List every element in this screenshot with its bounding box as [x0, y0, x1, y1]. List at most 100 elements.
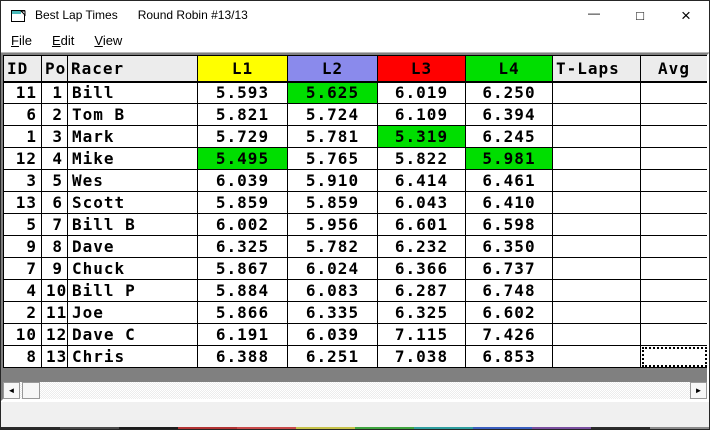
grid-cell-pos[interactable]: 8 [41, 235, 68, 258]
grid-cell-l1[interactable]: 5.821 [197, 103, 288, 126]
grid-cell-l2[interactable]: 5.765 [287, 147, 378, 170]
grid-cell-pos[interactable]: 3 [41, 125, 68, 148]
grid-cell-l2[interactable]: 6.024 [287, 257, 378, 280]
grid-cell-tlaps[interactable] [552, 235, 641, 258]
grid-cell-racer[interactable]: Chuck [67, 257, 198, 280]
grid-cell-l3[interactable]: 6.043 [377, 191, 466, 214]
grid-cell-l1[interactable]: 5.729 [197, 125, 288, 148]
grid-cell-l2[interactable]: 5.781 [287, 125, 378, 148]
grid-cell-racer[interactable]: Scott [67, 191, 198, 214]
grid-cell-l2[interactable]: 5.956 [287, 213, 378, 236]
grid-cell-avg[interactable] [640, 257, 707, 280]
grid-cell-racer[interactable]: Mike [67, 147, 198, 170]
scroll-right-icon[interactable]: ► [690, 382, 707, 399]
grid-cell-l1[interactable]: 5.884 [197, 279, 288, 302]
grid-cell-l3[interactable]: 7.038 [377, 345, 466, 368]
grid-cell-pos[interactable]: 7 [41, 213, 68, 236]
scroll-left-icon[interactable]: ◄ [3, 382, 20, 399]
grid-cell-avg[interactable] [640, 125, 707, 148]
grid-cell-pos[interactable]: 11 [41, 301, 68, 324]
grid-cell-racer[interactable]: Wes [67, 169, 198, 192]
grid-cell-l4[interactable]: 5.981 [465, 147, 553, 170]
grid-cell-l3[interactable]: 6.366 [377, 257, 466, 280]
column-header-l1[interactable]: L1 [197, 55, 288, 83]
grid-cell-pos[interactable]: 12 [41, 323, 68, 346]
menu-view[interactable]: View [94, 33, 123, 48]
grid-cell-l4[interactable]: 6.461 [465, 169, 553, 192]
grid-cell-pos[interactable]: 6 [41, 191, 68, 214]
grid-cell-racer[interactable]: Mark [67, 125, 198, 148]
grid-cell-l2[interactable]: 6.335 [287, 301, 378, 324]
grid-cell-id[interactable]: 6 [3, 103, 42, 126]
maximize-button[interactable]: □ [636, 7, 644, 23]
grid-cell-tlaps[interactable] [552, 323, 641, 346]
grid-cell-pos[interactable]: 10 [41, 279, 68, 302]
grid-cell-l2[interactable]: 6.251 [287, 345, 378, 368]
grid-cell-avg[interactable] [640, 323, 707, 346]
menu-edit[interactable]: Edit [51, 33, 75, 48]
grid-cell-avg[interactable] [640, 191, 707, 214]
grid-cell-racer[interactable]: Bill [67, 81, 198, 104]
grid-cell-racer[interactable]: Bill P [67, 279, 198, 302]
grid-cell-id[interactable]: 7 [3, 257, 42, 280]
grid-cell-id[interactable]: 4 [3, 279, 42, 302]
grid-cell-avg[interactable] [640, 279, 707, 302]
grid-cell-id[interactable]: 9 [3, 235, 42, 258]
grid-cell-l3[interactable]: 5.822 [377, 147, 466, 170]
grid-cell-avg[interactable] [640, 301, 707, 324]
grid-cell-id[interactable]: 10 [3, 323, 42, 346]
app-window-icon[interactable] [10, 7, 27, 23]
grid-cell-id[interactable]: 3 [3, 169, 42, 192]
grid-cell-l4[interactable]: 6.350 [465, 235, 553, 258]
grid-cell-l2[interactable]: 5.724 [287, 103, 378, 126]
grid-cell-tlaps[interactable] [552, 257, 641, 280]
grid-cell-tlaps[interactable] [552, 345, 641, 368]
grid-cell-avg[interactable] [640, 81, 707, 104]
grid-cell-avg[interactable] [640, 103, 707, 126]
grid-cell-tlaps[interactable] [552, 147, 641, 170]
grid-cell-tlaps[interactable] [552, 279, 641, 302]
grid-cell-racer[interactable]: Joe [67, 301, 198, 324]
column-header-l4[interactable]: L4 [465, 55, 553, 83]
grid-cell-l4[interactable]: 6.250 [465, 81, 553, 104]
grid-cell-l2[interactable]: 5.625 [287, 81, 378, 104]
scrollbar-track[interactable] [40, 382, 690, 399]
grid-cell-l4[interactable]: 6.598 [465, 213, 553, 236]
grid-cell-racer[interactable]: Chris [67, 345, 198, 368]
grid-cell-l1[interactable]: 5.866 [197, 301, 288, 324]
grid-cell-pos[interactable]: 9 [41, 257, 68, 280]
grid-cell-l3[interactable]: 6.019 [377, 81, 466, 104]
grid-cell-l1[interactable]: 6.191 [197, 323, 288, 346]
grid-cell-racer[interactable]: Bill B [67, 213, 198, 236]
grid-cell-id[interactable]: 12 [3, 147, 42, 170]
grid-cell-pos[interactable]: 2 [41, 103, 68, 126]
grid-cell-racer[interactable]: Tom B [67, 103, 198, 126]
scrollbar-thumb[interactable] [22, 382, 40, 399]
grid-cell-pos[interactable]: 1 [41, 81, 68, 104]
grid-cell-l1[interactable]: 5.859 [197, 191, 288, 214]
grid-cell-pos[interactable]: 4 [41, 147, 68, 170]
grid-cell-avg[interactable] [640, 169, 707, 192]
grid-cell-l4[interactable]: 6.737 [465, 257, 553, 280]
grid-cell-l4[interactable]: 7.426 [465, 323, 553, 346]
grid-cell-l2[interactable]: 5.910 [287, 169, 378, 192]
grid-cell-l2[interactable]: 6.039 [287, 323, 378, 346]
grid-cell-id[interactable]: 13 [3, 191, 42, 214]
grid-cell-id[interactable]: 1 [3, 125, 42, 148]
grid-cell-l3[interactable]: 6.232 [377, 235, 466, 258]
grid-cell-l2[interactable]: 6.083 [287, 279, 378, 302]
horizontal-scrollbar[interactable]: ◄ ► [3, 382, 707, 399]
grid-cell-l2[interactable]: 5.859 [287, 191, 378, 214]
title-bar[interactable]: Best Lap Times Round Robin #13/13 — □ × [1, 1, 709, 29]
grid-cell-l4[interactable]: 6.853 [465, 345, 553, 368]
grid-cell-l4[interactable]: 6.410 [465, 191, 553, 214]
grid-cell-l4[interactable]: 6.602 [465, 301, 553, 324]
grid-cell-l1[interactable]: 6.002 [197, 213, 288, 236]
grid-cell-tlaps[interactable] [552, 213, 641, 236]
column-header-racer[interactable]: Racer [67, 55, 198, 83]
grid-cell-tlaps[interactable] [552, 169, 641, 192]
close-button[interactable]: × [681, 5, 691, 25]
grid-cell-l4[interactable]: 6.748 [465, 279, 553, 302]
grid-cell-avg[interactable] [640, 213, 707, 236]
grid-cell-l3[interactable]: 6.414 [377, 169, 466, 192]
